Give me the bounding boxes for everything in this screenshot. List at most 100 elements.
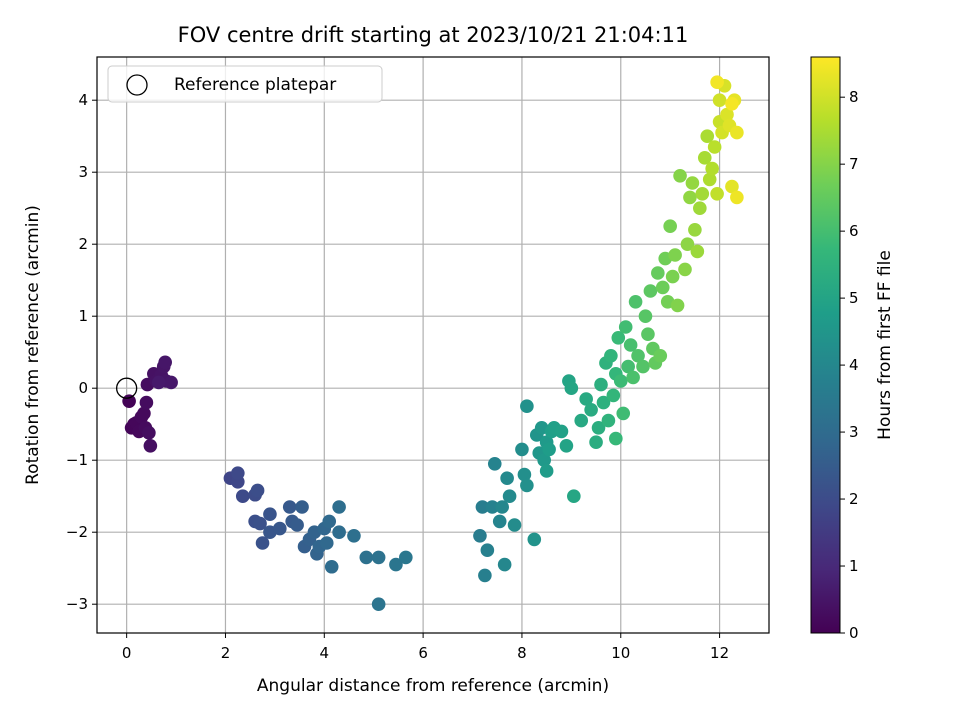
data-point <box>255 536 270 550</box>
data-point <box>697 151 712 165</box>
data-point <box>492 514 507 529</box>
data-point <box>673 169 687 183</box>
data-point <box>478 568 492 583</box>
data-point <box>653 349 668 363</box>
data-point <box>643 284 658 298</box>
data-point <box>319 536 334 550</box>
data-point <box>720 107 734 122</box>
data-point <box>564 381 579 396</box>
data-point <box>151 375 166 390</box>
colorbar: 0 1 2 3 4 5 6 7 8 Hours from first FF file <box>810 56 895 642</box>
y-tick-label: 2 <box>78 235 88 253</box>
data-point <box>707 140 722 154</box>
data-point <box>359 550 374 565</box>
data-point <box>609 431 623 446</box>
x-tick-label: 4 <box>320 644 330 662</box>
data-point <box>332 525 346 539</box>
data-point <box>235 489 250 504</box>
data-point <box>693 201 707 215</box>
data-point <box>517 467 532 482</box>
data-point <box>663 219 677 233</box>
data-point <box>611 331 626 345</box>
data-point <box>685 176 700 190</box>
data-point <box>668 248 682 262</box>
data-point <box>591 421 606 435</box>
colorbar-scale <box>810 56 841 634</box>
data-point <box>730 190 744 205</box>
colorbar-tick-label: 8 <box>849 88 859 106</box>
data-point <box>655 280 670 295</box>
x-tick-label: 8 <box>517 644 527 662</box>
x-tick-label: 6 <box>418 644 428 662</box>
data-point <box>250 483 265 498</box>
x-tick-label: 12 <box>710 644 729 662</box>
colorbar-ticks: 0 1 2 3 4 5 6 7 8 <box>840 88 859 642</box>
legend-marker-icon <box>126 74 148 96</box>
plot-frame <box>96 56 770 634</box>
colorbar-tick-label: 7 <box>849 155 859 173</box>
data-point <box>399 550 413 565</box>
data-point <box>604 349 618 363</box>
data-point <box>324 559 339 574</box>
data-point <box>164 375 178 390</box>
plot-background <box>97 57 769 633</box>
legend: Reference platepar <box>107 65 383 103</box>
data-point <box>480 543 495 557</box>
data-point <box>616 406 631 421</box>
data-point <box>495 500 509 514</box>
data-point <box>502 489 517 504</box>
data-point <box>295 500 309 514</box>
data-point <box>332 500 346 514</box>
data-point <box>700 129 715 143</box>
data-point <box>485 500 500 514</box>
data-point <box>683 190 697 205</box>
colorbar-tick-label: 3 <box>849 423 859 441</box>
data-point <box>618 320 633 334</box>
data-point <box>725 97 739 111</box>
data-points <box>122 75 744 611</box>
data-point <box>520 399 534 414</box>
data-point <box>651 266 665 280</box>
data-point <box>584 403 598 417</box>
data-point <box>710 75 724 89</box>
data-point <box>606 388 621 403</box>
data-point <box>579 392 593 406</box>
data-point <box>678 262 692 277</box>
data-point <box>710 187 724 201</box>
y-tick-label: 0 <box>78 379 88 397</box>
data-point <box>527 532 542 547</box>
legend-box <box>107 65 383 103</box>
data-point <box>567 489 581 504</box>
data-point <box>702 172 717 187</box>
y-tick-label: −1 <box>66 451 88 469</box>
data-point <box>695 187 710 201</box>
data-point <box>497 557 512 572</box>
data-point <box>500 471 514 486</box>
data-point <box>594 377 608 392</box>
y-tick-label: 3 <box>78 163 88 181</box>
data-point <box>158 355 172 370</box>
y-tick-label: 4 <box>78 91 88 109</box>
data-point <box>322 514 337 529</box>
data-point <box>473 529 487 543</box>
data-point <box>389 557 403 572</box>
data-point <box>559 439 574 453</box>
x-tick-label: 0 <box>122 644 132 662</box>
data-point <box>371 597 386 611</box>
colorbar-tick-label: 6 <box>849 222 859 240</box>
data-point <box>487 457 502 471</box>
data-point <box>641 327 655 342</box>
data-point <box>139 395 154 410</box>
data-point <box>142 426 156 440</box>
x-axis-ticks: 0 2 4 6 8 10 12 <box>122 633 729 662</box>
data-point <box>690 244 705 259</box>
x-tick-label: 10 <box>611 644 630 662</box>
y-axis-label: Rotation from reference (arcmin) <box>23 205 43 485</box>
data-point <box>638 309 653 324</box>
data-point <box>520 478 534 493</box>
data-point <box>596 395 611 410</box>
data-point <box>626 370 640 385</box>
data-point <box>137 406 151 421</box>
y-tick-label: −2 <box>66 523 88 541</box>
data-point <box>507 518 522 532</box>
